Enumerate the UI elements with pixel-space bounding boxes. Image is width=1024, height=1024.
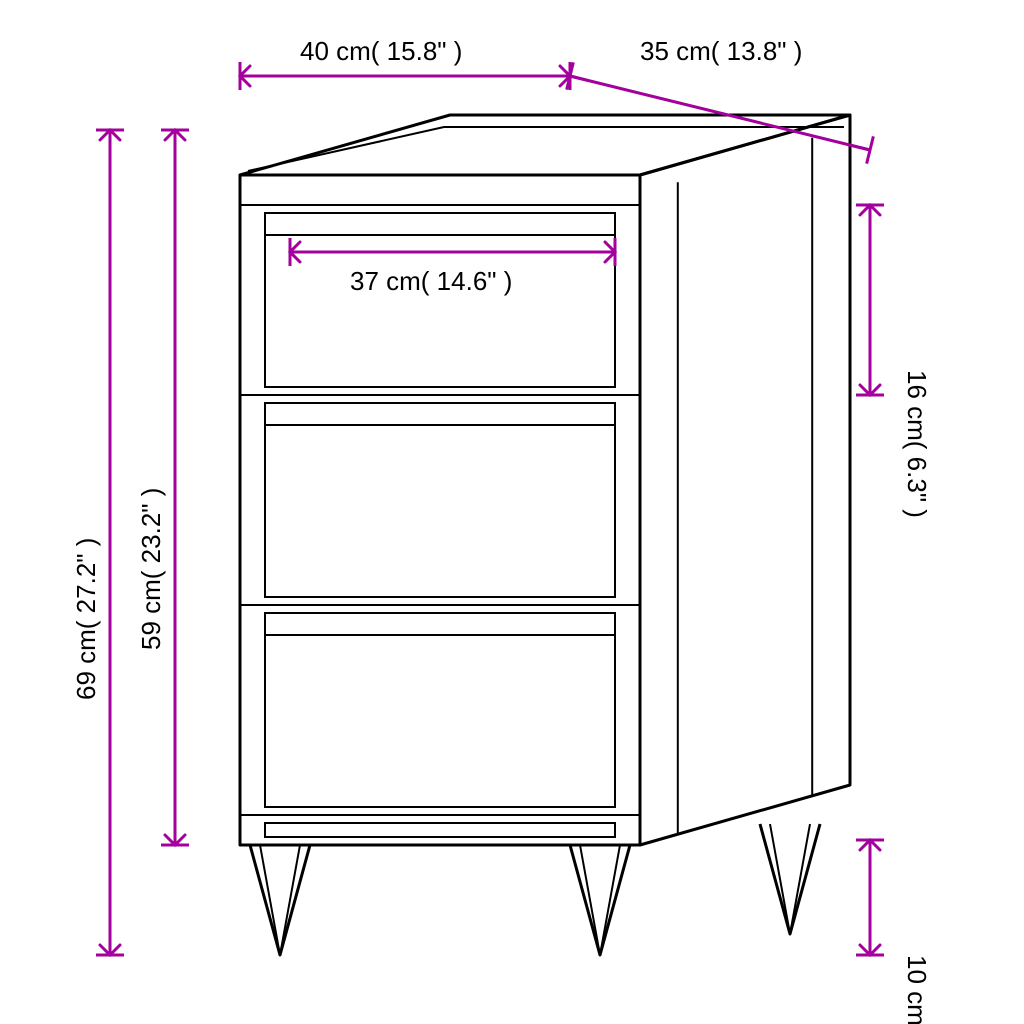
dimension-label: 69 cm( 27.2" ): [71, 538, 101, 700]
dimension-label: 10 cm( 3.9" ): [902, 955, 932, 1024]
dimension-label: 35 cm( 13.8" ): [640, 36, 802, 66]
dimension-label: 37 cm( 14.6" ): [350, 266, 512, 296]
dimension-label: 59 cm( 23.2" ): [136, 488, 166, 650]
dimension-label: 40 cm( 15.8" ): [300, 36, 462, 66]
dimension-diagram: 40 cm( 15.8" ) 35 cm( 13.8" ) 37 cm( 14.6"…: [0, 0, 1024, 1024]
dimension-label: 16 cm( 6.3" ): [902, 370, 932, 518]
